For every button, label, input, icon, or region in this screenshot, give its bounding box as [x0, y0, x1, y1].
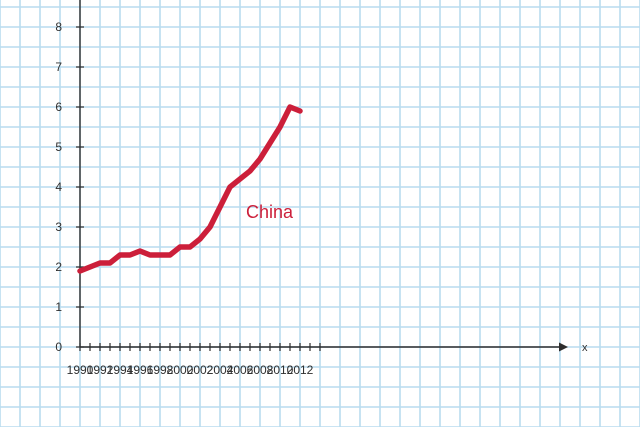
x-tick-label: 1996 [127, 363, 154, 377]
y-tick-label: 2 [55, 260, 62, 274]
x-tick-label: 2006 [227, 363, 254, 377]
y-tick-label: 4 [55, 180, 62, 194]
x-tick-label: 2012 [287, 363, 314, 377]
x-tick-label: 1992 [87, 363, 114, 377]
series-line-china [77, 104, 303, 274]
x-axis-arrow-icon [559, 342, 568, 352]
x-tick-label: 1990 [67, 363, 94, 377]
y-tick-label: 7 [55, 60, 62, 74]
labels: 1990199219941996199820002002200420062008… [55, 20, 588, 377]
series-layer [77, 104, 303, 274]
y-tick-label: 6 [55, 100, 62, 114]
x-tick-label: 1994 [107, 363, 134, 377]
y-tick-label: 5 [55, 140, 62, 154]
x-tick-label: 2008 [247, 363, 274, 377]
y-tick-label: 1 [55, 300, 62, 314]
y-tick-label: 8 [55, 20, 62, 34]
x-tick-label: 2002 [187, 363, 214, 377]
x-tick-label: 2004 [207, 363, 234, 377]
x-axis-label: x [582, 342, 588, 354]
x-tick-label: 1998 [147, 363, 174, 377]
y-tick-label: 3 [55, 220, 62, 234]
series-label-china: China [246, 202, 294, 222]
x-tick-label: 2010 [267, 363, 294, 377]
x-tick-label: 2000 [167, 363, 194, 377]
y-tick-label: 0 [55, 340, 62, 354]
axes [76, 0, 568, 352]
